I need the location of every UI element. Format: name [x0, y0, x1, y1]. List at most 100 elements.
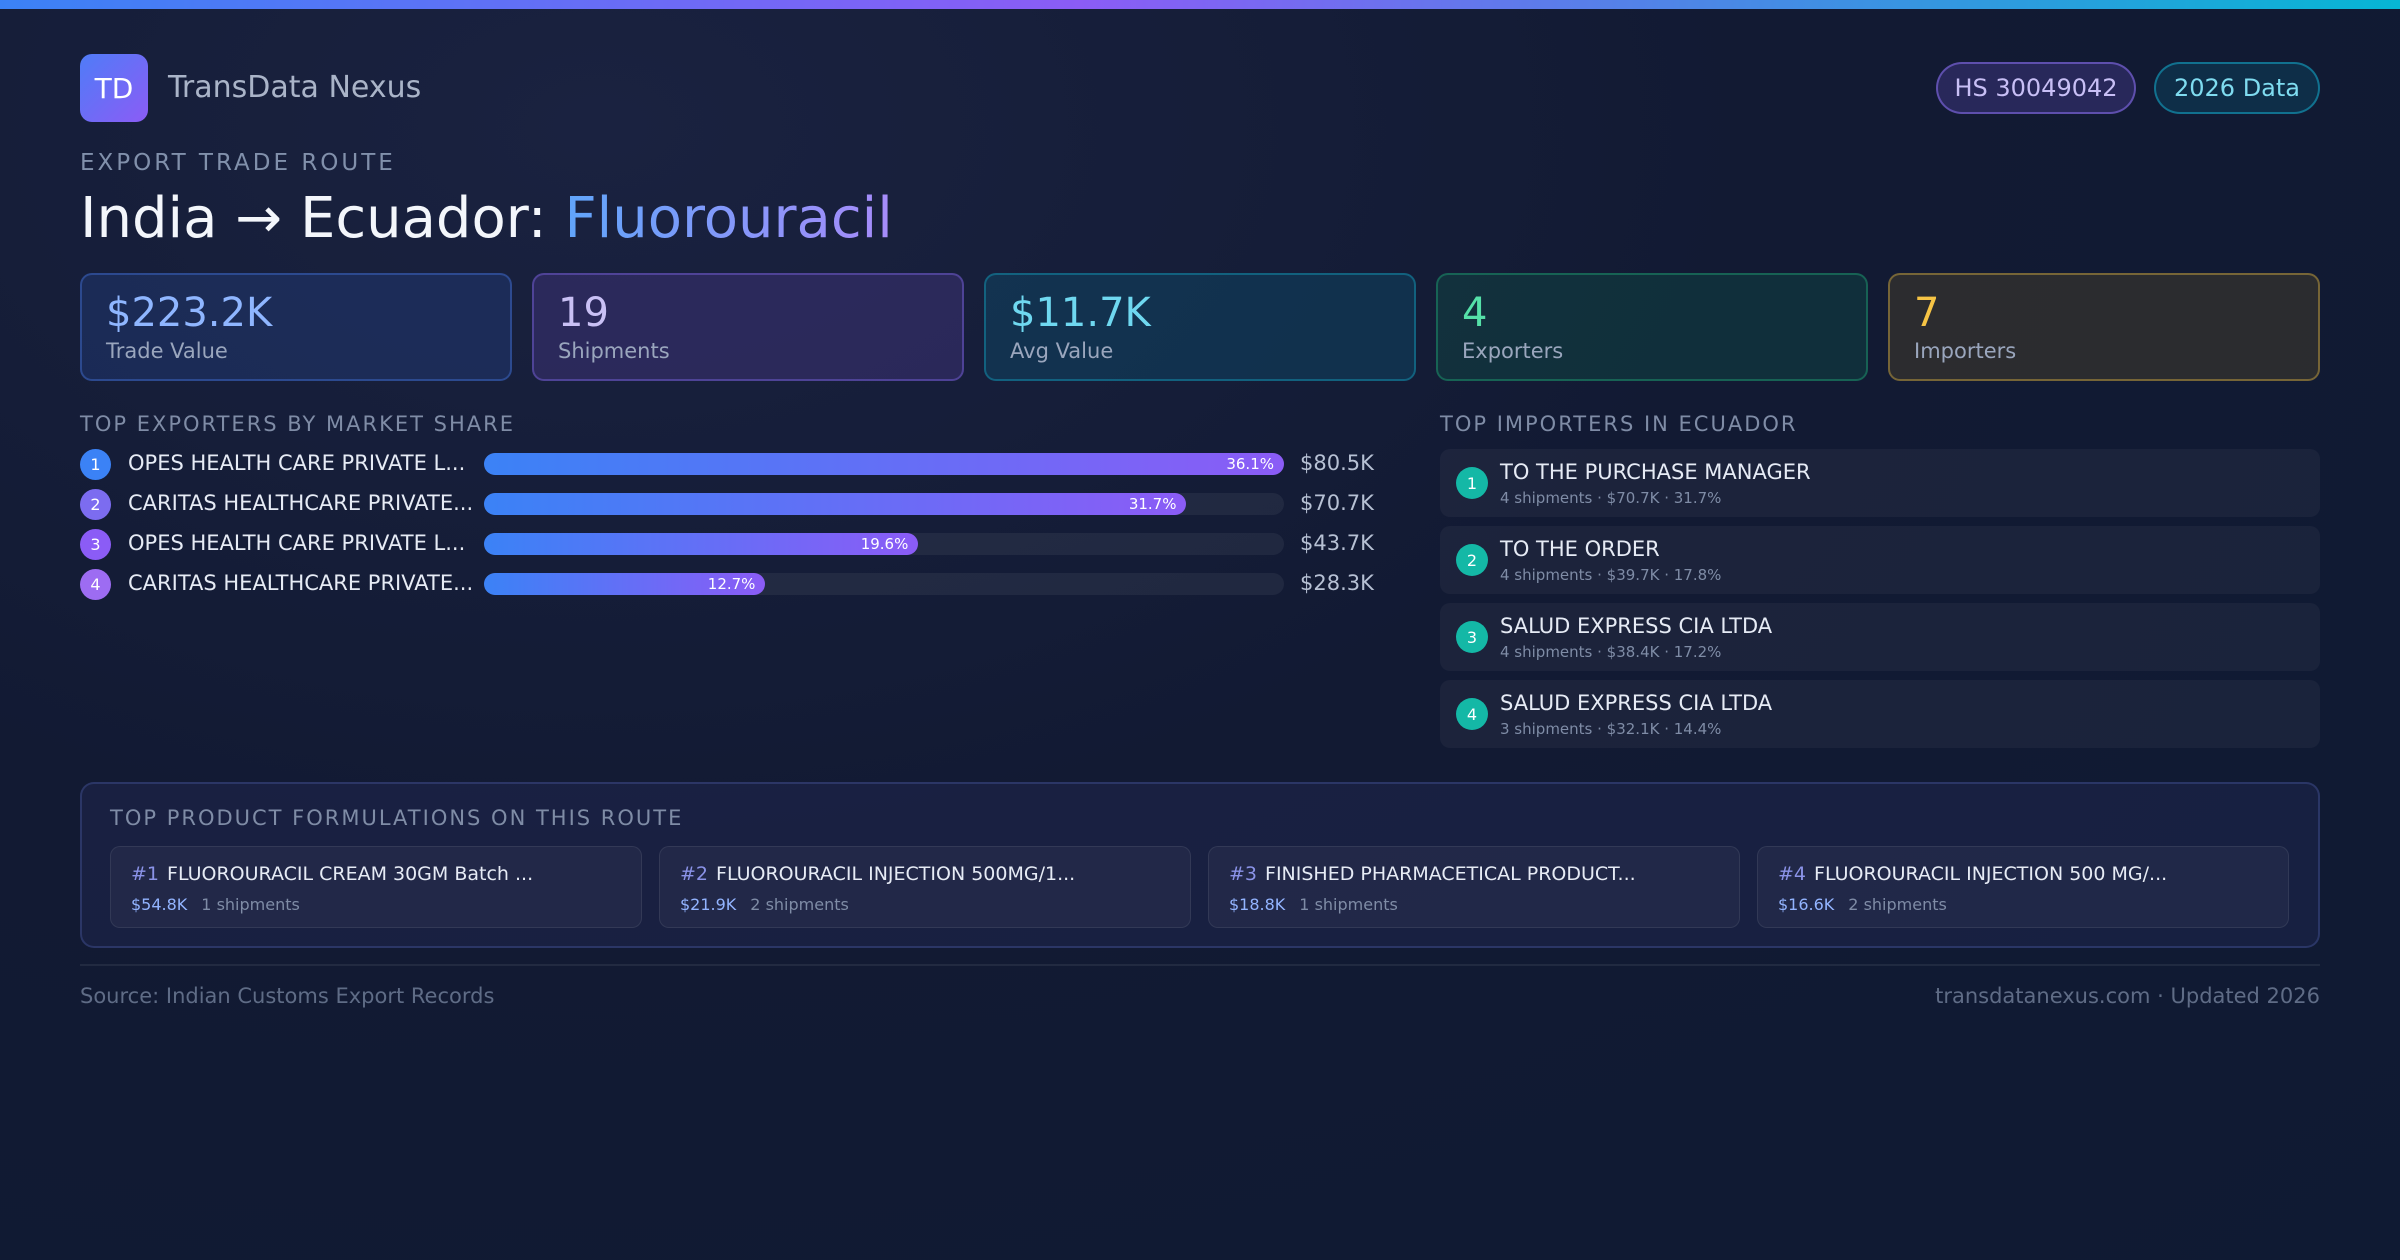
- footer-divider: [80, 964, 2320, 966]
- exporter-name: OPES HEALTH CARE PRIVATE L...: [128, 531, 466, 555]
- importer-name: TO THE PURCHASE MANAGER: [1500, 460, 1811, 484]
- formulation-value: $21.9K: [680, 895, 737, 914]
- formulation-count: 2 shipments: [750, 895, 849, 914]
- footer-source: Source: Indian Customs Export Records: [80, 984, 495, 1008]
- formulation-name: FLUOROURACIL INJECTION 500MG/1...: [716, 863, 1076, 885]
- rank-badge: 2: [1456, 544, 1488, 576]
- formulation-title: #4 FLUOROURACIL INJECTION 500 MG/...: [1778, 863, 2167, 885]
- share-bar-track: 12.7%: [484, 573, 1284, 595]
- importers-section-title: TOP IMPORTERS IN ECUADOR: [1440, 412, 1798, 436]
- formulation-count: 1 shipments: [201, 895, 300, 914]
- formulation-meta: $16.6K 2 shipments: [1778, 895, 1947, 914]
- rank-badge: 1: [1456, 467, 1488, 499]
- accent-bar: [0, 0, 2400, 9]
- formulation-name: FLUOROURACIL INJECTION 500 MG/...: [1814, 863, 2168, 885]
- brand-name[interactable]: TransData Nexus: [168, 70, 422, 105]
- stat-label: Shipments: [558, 339, 670, 363]
- share-label: 12.7%: [707, 575, 756, 593]
- exporter-row[interactable]: 1 OPES HEALTH CARE PRIVATE L... 36.1% $8…: [80, 448, 1374, 480]
- formulation-title: #2 FLUOROURACIL INJECTION 500MG/1...: [680, 863, 1075, 885]
- stat-card-avg-value: $11.7K Avg Value: [984, 273, 1416, 381]
- formulation-meta: $18.8K 1 shipments: [1229, 895, 1398, 914]
- exporter-value: $70.7K: [1300, 491, 1374, 515]
- importer-meta: 3 shipments · $32.1K · 14.4%: [1500, 720, 1722, 738]
- importer-name: SALUD EXPRESS CIA LTDA: [1500, 691, 1773, 715]
- importer-meta: 4 shipments · $38.4K · 17.2%: [1500, 643, 1722, 661]
- route-title: India → Ecuador:: [80, 186, 565, 251]
- formulation-card[interactable]: #1 FLUOROURACIL CREAM 30GM Batch ... $54.…: [110, 846, 642, 928]
- stat-label: Exporters: [1462, 339, 1564, 363]
- formulation-rank: #4: [1778, 863, 1807, 885]
- share-bar-track: 31.7%: [484, 493, 1284, 515]
- formulation-rank: #3: [1229, 863, 1258, 885]
- formulation-count: 1 shipments: [1299, 895, 1398, 914]
- exporter-name: CARITAS HEALTHCARE PRIVATE...: [128, 571, 474, 595]
- exporter-name: CARITAS HEALTHCARE PRIVATE...: [128, 491, 474, 515]
- importer-row[interactable]: 2 TO THE ORDER 4 shipments · $39.7K · 17…: [1440, 526, 2320, 594]
- stats-row: $223.2K Trade Value 19 Shipments $11.7K …: [80, 273, 2320, 381]
- importer-name: TO THE ORDER: [1500, 537, 1660, 561]
- formulation-value: $16.6K: [1778, 895, 1835, 914]
- stat-value: $11.7K: [1010, 290, 1151, 336]
- rank-badge: 1: [80, 449, 111, 480]
- stat-card-trade-value: $223.2K Trade Value: [80, 273, 512, 381]
- rank-badge: 3: [1456, 621, 1488, 653]
- share-bar-track: 19.6%: [484, 533, 1284, 555]
- logo[interactable]: TD: [80, 54, 148, 122]
- exporter-name: OPES HEALTH CARE PRIVATE L...: [128, 451, 466, 475]
- formulation-name: FINISHED PHARMACETICAL PRODUCT...: [1265, 863, 1636, 885]
- formulation-card[interactable]: #3 FINISHED PHARMACETICAL PRODUCT... $18.…: [1208, 846, 1740, 928]
- formulation-count: 2 shipments: [1848, 895, 1947, 914]
- rank-badge: 3: [80, 529, 111, 560]
- stat-card-shipments: 19 Shipments: [532, 273, 964, 381]
- share-bar-fill: 31.7%: [484, 493, 1187, 515]
- formulation-value: $18.8K: [1229, 895, 1286, 914]
- share-bar-fill: 19.6%: [484, 533, 919, 555]
- exporter-row[interactable]: 4 CARITAS HEALTHCARE PRIVATE... 12.7% $2…: [80, 568, 1374, 600]
- stat-card-exporters: 4 Exporters: [1436, 273, 1868, 381]
- stat-value: 19: [558, 290, 609, 336]
- formulation-rank: #2: [680, 863, 709, 885]
- exporters-section-title: TOP EXPORTERS BY MARKET SHARE: [80, 412, 516, 436]
- share-label: 31.7%: [1128, 495, 1177, 513]
- route-eyebrow: EXPORT TRADE ROUTE: [80, 150, 396, 176]
- product-name: Fluorouracil: [564, 186, 893, 251]
- exporter-value: $80.5K: [1300, 451, 1374, 475]
- formulation-value: $54.8K: [131, 895, 188, 914]
- importer-row[interactable]: 4 SALUD EXPRESS CIA LTDA 3 shipments · $…: [1440, 680, 2320, 748]
- importer-row[interactable]: 3 SALUD EXPRESS CIA LTDA 4 shipments · $…: [1440, 603, 2320, 671]
- stat-card-importers: 7 Importers: [1888, 273, 2320, 381]
- exporter-row[interactable]: 3 OPES HEALTH CARE PRIVATE L... 19.6% $4…: [80, 528, 1374, 560]
- importer-meta: 4 shipments · $39.7K · 17.8%: [1500, 566, 1722, 584]
- stat-value: $223.2K: [106, 290, 273, 336]
- formulation-meta: $54.8K 1 shipments: [131, 895, 300, 914]
- formulation-name: FLUOROURACIL CREAM 30GM Batch ...: [167, 863, 534, 885]
- importer-name: SALUD EXPRESS CIA LTDA: [1500, 614, 1773, 638]
- rank-badge: 4: [80, 569, 111, 600]
- formulation-title: #1 FLUOROURACIL CREAM 30GM Batch ...: [131, 863, 533, 885]
- share-bar-fill: 36.1%: [484, 453, 1284, 475]
- hs-code-badge: HS 30049042: [1936, 62, 2136, 114]
- formulation-meta: $21.9K 2 shipments: [680, 895, 849, 914]
- rank-badge: 4: [1456, 698, 1488, 730]
- stat-value: 4: [1462, 290, 1488, 336]
- data-year-badge: 2026 Data: [2154, 62, 2320, 114]
- header: TD TransData Nexus HS 30049042 2026 Data: [80, 54, 2320, 122]
- importer-meta: 4 shipments · $70.7K · 31.7%: [1500, 489, 1722, 507]
- formulations-section-title: TOP PRODUCT FORMULATIONS ON THIS ROUTE: [110, 806, 684, 830]
- formulations-panel: TOP PRODUCT FORMULATIONS ON THIS ROUTE #…: [80, 782, 2320, 948]
- importer-row[interactable]: 1 TO THE PURCHASE MANAGER 4 shipments · …: [1440, 449, 2320, 517]
- formulation-card[interactable]: #4 FLUOROURACIL INJECTION 500 MG/... $16.…: [1757, 846, 2289, 928]
- footer-site[interactable]: transdatanexus.com · Updated 2026: [1935, 984, 2320, 1008]
- share-label: 36.1%: [1226, 455, 1274, 473]
- exporter-row[interactable]: 2 CARITAS HEALTHCARE PRIVATE... 31.7% $7…: [80, 488, 1374, 520]
- stat-label: Trade Value: [106, 339, 228, 363]
- stat-label: Avg Value: [1010, 339, 1114, 363]
- exporter-value: $43.7K: [1300, 531, 1374, 555]
- formulation-card[interactable]: #2 FLUOROURACIL INJECTION 500MG/1... $21.…: [659, 846, 1191, 928]
- stat-label: Importers: [1914, 339, 2017, 363]
- formulation-rank: #1: [131, 863, 160, 885]
- share-bar-track: 36.1%: [484, 453, 1284, 475]
- formulation-title: #3 FINISHED PHARMACETICAL PRODUCT...: [1229, 863, 1636, 885]
- exporter-value: $28.3K: [1300, 571, 1374, 595]
